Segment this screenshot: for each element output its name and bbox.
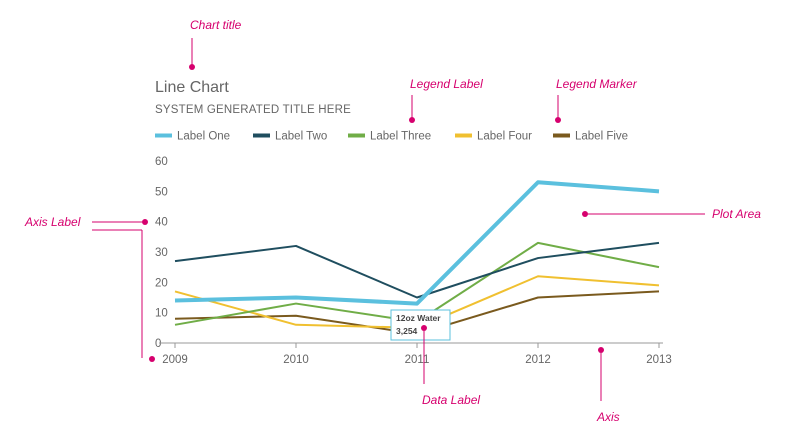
legend-item[interactable]: Label Five bbox=[553, 131, 628, 143]
annotation-dot bbox=[421, 325, 427, 331]
annotation-plot-area: Plot Area bbox=[712, 207, 761, 221]
legend-label: Label Two bbox=[275, 131, 327, 143]
legend-item[interactable]: Label One bbox=[155, 131, 230, 143]
x-tick-label: 2013 bbox=[646, 354, 672, 366]
annotation-dot bbox=[409, 117, 415, 123]
x-tick-label: 2010 bbox=[283, 354, 309, 366]
annotation-data-label: Data Label bbox=[422, 393, 480, 407]
legend-label: Label Four bbox=[477, 131, 532, 143]
y-tick-label: 40 bbox=[155, 217, 168, 229]
x-axis: 2009 2010 2011 2012 2013 bbox=[159, 342, 672, 366]
legend-item[interactable]: Label Three bbox=[348, 131, 431, 143]
y-tick-label: 60 bbox=[155, 156, 168, 168]
legend-item[interactable]: Label Two bbox=[253, 131, 327, 143]
chart-title: Line Chart bbox=[155, 79, 229, 96]
data-label-tooltip: 12oz Water 3,254 bbox=[390, 309, 451, 341]
legend-label: Label Five bbox=[575, 131, 628, 143]
y-tick-label: 20 bbox=[155, 277, 168, 289]
annotation-legend-label: Legend Label bbox=[410, 77, 483, 91]
x-tick-label: 2009 bbox=[162, 354, 188, 366]
annotation-axis: Axis bbox=[596, 410, 620, 424]
x-tick-label: 2012 bbox=[525, 354, 551, 366]
series-line[interactable] bbox=[174, 180, 660, 306]
annotation-dot bbox=[555, 117, 561, 123]
y-tick-label: 10 bbox=[155, 308, 168, 320]
annotation-axis-label: Axis Label bbox=[24, 215, 81, 229]
y-tick-label: 0 bbox=[155, 338, 161, 350]
annotation-layer: Chart title Legend Label Legend Marker Axis… bbox=[24, 18, 761, 424]
y-axis: 0 10 20 30 40 50 60 bbox=[155, 156, 168, 350]
annotation-legend-marker: Legend Marker bbox=[556, 77, 638, 91]
annotation-dot bbox=[142, 219, 148, 225]
y-tick-label: 30 bbox=[155, 247, 168, 259]
legend-label: Label Three bbox=[370, 131, 431, 143]
annotation-dot bbox=[189, 64, 195, 70]
legend-label: Label One bbox=[177, 131, 230, 143]
y-tick-label: 50 bbox=[155, 186, 168, 198]
annotation-dot bbox=[582, 211, 588, 217]
legend: Label One Label Two Label Three Label Four L… bbox=[155, 131, 628, 143]
chart-subtitle: SYSTEM GENERATED TITLE HERE bbox=[155, 104, 351, 116]
tooltip-title: 12oz Water bbox=[396, 313, 441, 323]
series-line[interactable] bbox=[174, 241, 660, 299]
annotation-chart-title: Chart title bbox=[190, 18, 242, 32]
x-tick-label: 2011 bbox=[405, 354, 430, 366]
annotation-dot bbox=[149, 356, 155, 362]
tooltip-box bbox=[390, 309, 451, 341]
annotation-dot bbox=[598, 347, 604, 353]
tooltip-value: 3,254 bbox=[396, 326, 418, 336]
legend-item[interactable]: Label Four bbox=[455, 131, 532, 143]
